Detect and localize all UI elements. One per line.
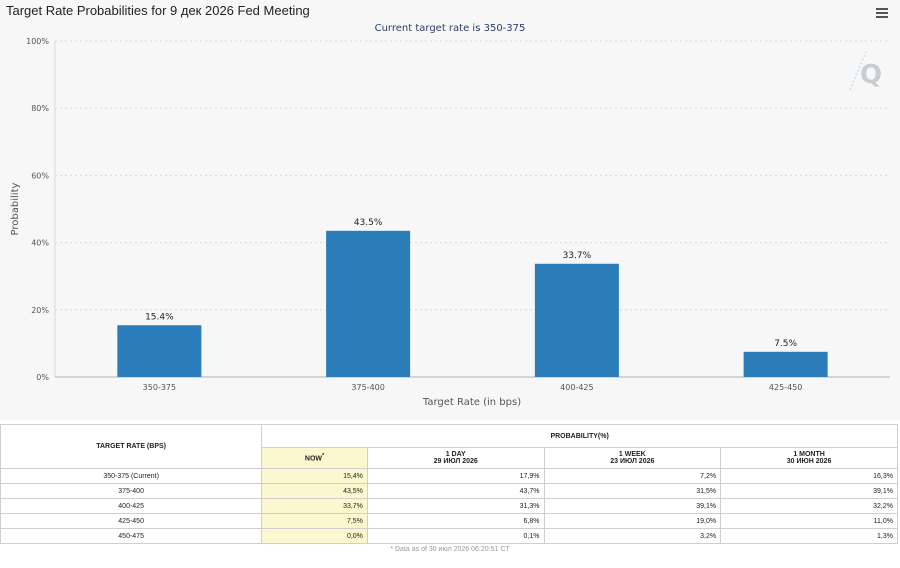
probability-cell: 31,3% xyxy=(366,498,545,514)
y-tick-label: 60% xyxy=(31,171,49,180)
probability-cell: 39,1% xyxy=(720,483,898,499)
y-tick-label: 40% xyxy=(31,239,49,248)
x-axis-label: Target Rate (in bps) xyxy=(422,397,521,408)
x-tick-label: 350-375 xyxy=(143,383,176,392)
probability-cell: 33,7% xyxy=(261,498,368,514)
probability-cell: 43,5% xyxy=(261,483,368,499)
x-tick-label: 400-425 xyxy=(560,383,593,392)
q-logo-icon: Q xyxy=(849,51,882,91)
svg-text:Q: Q xyxy=(860,60,882,90)
bar-value-label: 7.5% xyxy=(774,339,797,349)
bar-chart: Current target rate is 350-375 0% 20% 40% 6… xyxy=(10,23,890,408)
bar-value-label: 33.7% xyxy=(563,251,592,261)
probability-cell: 17,9% xyxy=(366,468,545,484)
y-tick-label: 80% xyxy=(31,104,49,113)
rate-cell: 425-450 xyxy=(0,513,263,529)
probability-cell: 15,4% xyxy=(261,468,368,484)
probability-cell: 7,2% xyxy=(543,468,722,484)
y-tick-label: 100% xyxy=(26,37,49,46)
rate-header: TARGET RATE (BPS) xyxy=(0,424,263,469)
probability-cell: 1,3% xyxy=(720,528,898,544)
probability-table-wrap: TARGET RATE (BPS) PROBABILITY(%) NOW* 1 D… xyxy=(0,424,900,568)
menu-icon[interactable] xyxy=(876,8,888,18)
probability-table: TARGET RATE (BPS) PROBABILITY(%) NOW* 1 D… xyxy=(0,424,898,544)
probability-cell: 16,3% xyxy=(720,468,898,484)
rate-cell: 400-425 xyxy=(0,498,263,514)
rate-cell: 375-400 xyxy=(0,483,263,499)
probability-cell: 0,1% xyxy=(366,528,545,544)
probability-cell: 39,1% xyxy=(543,498,722,514)
probability-cell: 0,0% xyxy=(261,528,368,544)
rate-cell: 450-475 xyxy=(0,528,263,544)
probability-cell: 32,2% xyxy=(720,498,898,514)
column-header: 1 MONTH 30 ИЮН 2026 xyxy=(720,447,898,469)
probability-cell: 11,0% xyxy=(720,513,898,529)
bar-375-400[interactable] xyxy=(326,230,411,377)
probability-cell: 19,0% xyxy=(543,513,722,529)
probability-cell: 6,8% xyxy=(366,513,545,529)
table-row: 375-400 43,5% 43,7% 31,5% 39,1% xyxy=(0,483,898,499)
column-header: 1 DAY 29 ИЮЛ 2026 xyxy=(366,447,545,469)
chart-subtitle: Current target rate is 350-375 xyxy=(375,23,526,34)
table-row: 425-450 7,5% 6,8% 19,0% 11,0% xyxy=(0,513,898,529)
y-axis-label: Probability xyxy=(10,182,21,235)
column-header: NOW* xyxy=(261,447,368,469)
table-row: 350-375 (Current) 15,4% 17,9% 7,2% 16,3% xyxy=(0,468,898,484)
chart-title: Target Rate Probabilities for 9 дек 2026… xyxy=(6,3,310,18)
column-header: 1 WEEK 23 ИЮЛ 2026 xyxy=(543,447,722,469)
bar-350-375[interactable] xyxy=(117,325,202,377)
rate-cell: 350-375 (Current) xyxy=(0,468,263,484)
x-tick-label: 425-450 xyxy=(769,383,802,392)
x-tick-label: 375-400 xyxy=(351,383,384,392)
probability-cell: 31,5% xyxy=(543,483,722,499)
probability-cell: 43,7% xyxy=(366,483,545,499)
bar-425-450[interactable] xyxy=(743,351,828,377)
probability-cell: 7,5% xyxy=(261,513,368,529)
probability-header: PROBABILITY(%) xyxy=(261,424,898,448)
bar-value-label: 43.5% xyxy=(354,218,383,228)
table-row: 450-475 0,0% 0,1% 3,2% 1,3% xyxy=(0,528,898,544)
bar-400-425[interactable] xyxy=(534,263,619,377)
data-timestamp: * Data as of 30 июл 2026 06:20:51 CT xyxy=(390,546,510,553)
y-tick-label: 20% xyxy=(31,306,49,315)
y-tick-label: 0% xyxy=(36,373,49,382)
bar-value-label: 15.4% xyxy=(145,312,174,322)
table-row: 400-425 33,7% 31,3% 39,1% 32,2% xyxy=(0,498,898,514)
probability-cell: 3,2% xyxy=(543,528,722,544)
chart-panel: Target Rate Probabilities for 9 дек 2026… xyxy=(6,3,890,408)
